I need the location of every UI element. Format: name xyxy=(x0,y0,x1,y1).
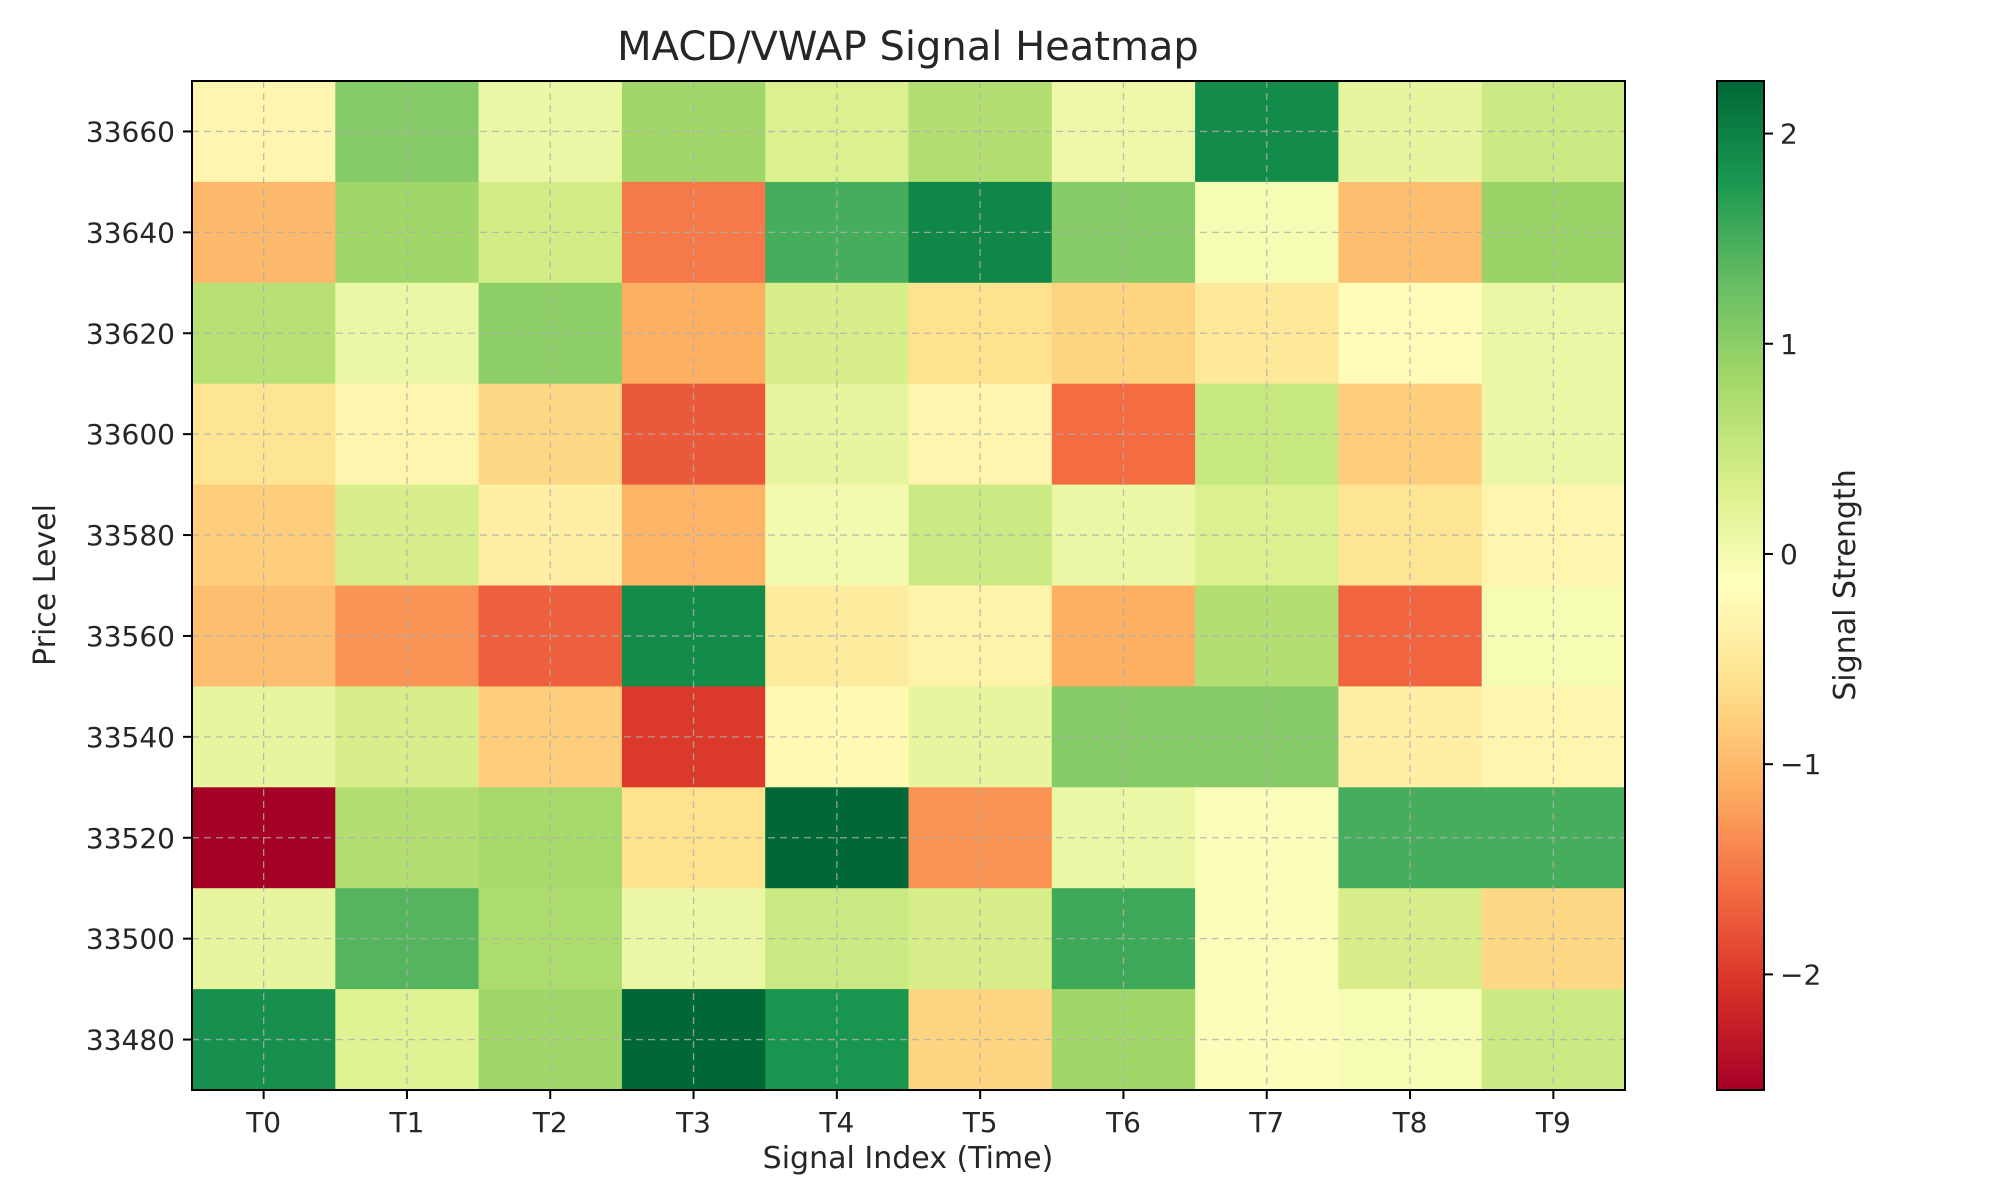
colorbar-ticks: −2 −1 0 1 2 xyxy=(1764,118,1821,991)
x-tick-label: T0 xyxy=(245,1106,281,1139)
x-tick-label: T3 xyxy=(675,1106,711,1139)
y-axis-ticks: 33660 33640 33620 33600 33580 33560 33540 33520… xyxy=(86,115,192,1057)
x-tick-label: T4 xyxy=(818,1106,854,1139)
colorbar-tick-label: 2 xyxy=(1780,118,1798,151)
x-tick-label: T5 xyxy=(962,1106,998,1139)
y-axis-label: Price Level xyxy=(28,504,63,666)
y-tick-label: 33520 xyxy=(86,822,175,855)
colorbar-tick-label: −2 xyxy=(1780,958,1821,991)
y-tick-label: 33660 xyxy=(86,115,175,148)
y-tick-label: 33580 xyxy=(86,519,175,552)
chart-title: MACD/VWAP Signal Heatmap xyxy=(617,24,1199,70)
y-tick-label: 33540 xyxy=(86,721,175,754)
y-tick-label: 33560 xyxy=(86,620,175,653)
y-tick-label: 33600 xyxy=(86,418,175,451)
y-tick-label: 33620 xyxy=(86,317,175,350)
colorbar-tick-label: 0 xyxy=(1780,538,1798,571)
x-tick-label: T6 xyxy=(1105,1106,1141,1139)
grid-lines xyxy=(192,81,1625,1090)
colorbar xyxy=(1716,80,1765,1091)
x-axis-label: Signal Index (Time) xyxy=(763,1141,1054,1176)
x-tick-label: T7 xyxy=(1248,1106,1284,1139)
colorbar-label: Signal Strength xyxy=(1828,469,1863,700)
x-tick-label: T2 xyxy=(532,1106,568,1139)
y-tick-label: 33640 xyxy=(86,216,175,249)
y-tick-label: 33500 xyxy=(86,923,175,956)
colorbar-tick-label: −1 xyxy=(1780,748,1821,781)
x-tick-label: T8 xyxy=(1392,1106,1428,1139)
plot-frame xyxy=(191,80,1626,1091)
x-axis-ticks: T0 T1 T2 T3 T4 T5 T6 T7 T8 T9 xyxy=(245,1090,1571,1139)
x-tick-label: T1 xyxy=(388,1106,424,1139)
colorbar-tick-label: 1 xyxy=(1780,328,1798,361)
y-tick-label: 33480 xyxy=(86,1024,175,1057)
x-tick-label: T9 xyxy=(1535,1106,1571,1139)
